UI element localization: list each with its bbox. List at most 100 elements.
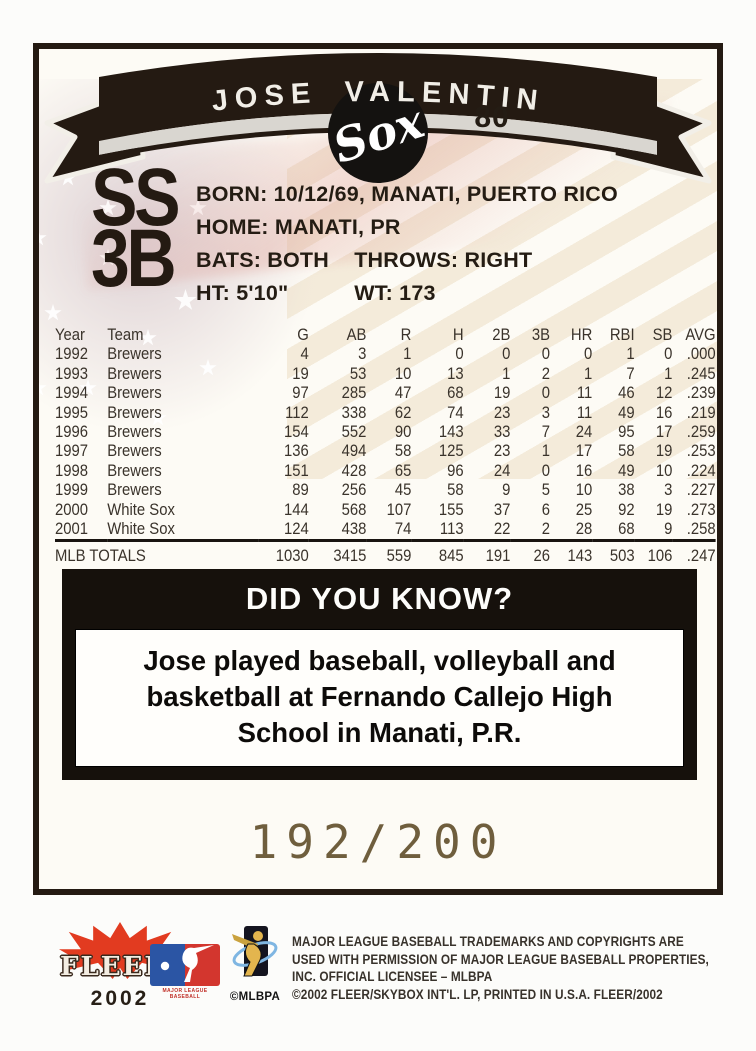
stat-cell: 92 xyxy=(618,500,635,519)
mlbpa-batter-icon xyxy=(232,926,278,977)
stat-cell: 49 xyxy=(618,461,635,480)
stat-cell: 3 xyxy=(664,481,673,500)
totals-cell: 106 xyxy=(634,539,673,567)
stat-cell: 1 xyxy=(626,345,635,364)
stat-cell: 90 xyxy=(394,423,412,442)
stat-cell: 1 xyxy=(502,364,511,383)
stat-cell: 0 xyxy=(502,345,511,364)
stat-cell: 1996 xyxy=(55,423,89,442)
stat-cell: 1997 xyxy=(55,442,89,461)
stat-row: 1997 Brewers 136 494 58 125 23 1 17 58 19 .253 xyxy=(55,442,716,461)
stat-cell: 23 xyxy=(493,403,511,422)
position-block: SS 3B xyxy=(91,157,202,300)
stat-cell: Brewers xyxy=(107,364,162,383)
stat-cell: 13 xyxy=(447,364,464,383)
stat-cell: 1998 xyxy=(55,461,89,480)
stat-cell: .245 xyxy=(686,364,716,383)
stat-column-header: Team xyxy=(107,326,144,344)
stat-cell: 428 xyxy=(341,461,367,480)
totals-cell: 3415 xyxy=(308,539,367,567)
bio-home: HOME: MANATI, PR xyxy=(196,215,401,239)
stat-cell: .259 xyxy=(686,423,716,442)
did-you-know-title: DID YOU KNOW? xyxy=(245,581,514,616)
stat-cell: 112 xyxy=(285,403,309,422)
fact-line: basketball at Fernando Callejo High xyxy=(146,681,613,712)
stats-section: Year Team G AB R H 2B 3B HR RBI SB AVG 1992 Brewers 4 3… xyxy=(55,326,716,567)
stat-cell: 256 xyxy=(341,481,367,500)
stat-cell: 58 xyxy=(394,442,412,461)
stat-cell: 0 xyxy=(541,345,550,364)
stat-cell: White Sox xyxy=(107,500,175,519)
stat-cell: 68 xyxy=(618,520,635,539)
stat-cell: 2000 xyxy=(55,500,89,519)
mlb-caption: MAJOR LEAGUE BASEBALL xyxy=(162,988,208,1000)
stat-cell: 24 xyxy=(493,461,511,480)
stat-cell: Brewers xyxy=(107,442,162,461)
stat-column-header: RBI xyxy=(609,326,635,344)
stat-cell: Brewers xyxy=(107,461,162,480)
ribbon-band-edge xyxy=(99,127,657,160)
stat-cell: 33 xyxy=(493,423,511,442)
stat-cell: 7 xyxy=(626,364,635,383)
stat-cell: 68 xyxy=(447,384,464,403)
stat-cell: 4 xyxy=(300,345,309,364)
totals-cell: 26 xyxy=(510,539,550,567)
ribbon-silver-band xyxy=(99,113,657,155)
totals-cell: 503 xyxy=(592,539,635,567)
serial-number: 192/200 xyxy=(249,815,507,869)
stat-cell: 438 xyxy=(341,520,367,539)
stat-cell: 2001 xyxy=(55,520,89,539)
stat-cell: .253 xyxy=(686,442,716,461)
stat-cell: 568 xyxy=(341,500,367,519)
stat-column-header: Year xyxy=(55,326,86,344)
stat-cell: Brewers xyxy=(107,345,162,364)
bio-throws: THROWS: RIGHT xyxy=(354,248,533,272)
stat-cell: 125 xyxy=(438,442,464,461)
stat-cell: 1999 xyxy=(55,481,89,500)
stat-cell: .000 xyxy=(686,345,716,364)
stat-cell: Brewers xyxy=(107,403,162,422)
flag-star-decoration xyxy=(174,289,197,310)
stat-cell: .224 xyxy=(686,461,716,480)
stat-cell: 3 xyxy=(541,403,550,422)
stat-row: 1998 Brewers 151 428 65 96 24 0 16 49 10 .224 xyxy=(55,462,716,481)
stat-column-header: SB xyxy=(652,326,673,344)
stat-cell: .258 xyxy=(686,520,716,539)
stat-cell: 47 xyxy=(394,384,412,403)
stat-cell: 0 xyxy=(541,461,550,480)
stat-cell: 1994 xyxy=(55,384,89,403)
bio-ht-wt: HT: 5'10" WT: 173 xyxy=(196,277,618,310)
stat-cell: 6 xyxy=(541,500,550,519)
stat-cell: .227 xyxy=(686,481,716,500)
flag-star-decoration xyxy=(39,229,47,246)
white-sox-logo-circle xyxy=(328,83,428,183)
stat-cell: 49 xyxy=(618,403,635,422)
stat-cell: 23 xyxy=(493,442,511,461)
stat-column-header: AB xyxy=(346,326,367,344)
copyright-line: INC. OFFICIAL LICENSEE – MLBPA xyxy=(292,969,493,985)
stat-column-header: HR xyxy=(570,326,593,344)
stat-column-header: 3B xyxy=(531,326,550,344)
totals-cell: 143 xyxy=(550,539,593,567)
stat-cell: 9 xyxy=(502,481,511,500)
did-you-know-box: DID YOU KNOW? Jose played baseball, voll… xyxy=(62,569,697,780)
stat-cell: 1 xyxy=(664,364,673,383)
stat-cell: 53 xyxy=(349,364,367,383)
stat-row: 1992 Brewers 4 3 1 0 0 0 0 1 0 .000 xyxy=(55,345,716,364)
stat-cell: Brewers xyxy=(107,481,162,500)
stat-cell: 11 xyxy=(576,403,593,422)
stat-row: 1995 Brewers 112 338 62 74 23 3 11 49 16 .219 xyxy=(55,404,716,423)
stat-row: 1994 Brewers 97 285 47 68 19 0 11 46 12 .239 xyxy=(55,384,716,403)
stat-cell: 1995 xyxy=(55,403,89,422)
stat-cell: 1 xyxy=(584,364,593,383)
stat-cell: 22 xyxy=(493,520,511,539)
stats-table: Year Team G AB R H 2B 3B HR RBI SB AVG 1992 Brewers 4 3… xyxy=(55,326,716,567)
copyright-line: MAJOR LEAGUE BASEBALL TRADEMARKS AND COP… xyxy=(292,934,684,949)
totals-cell: .247 xyxy=(672,539,716,567)
bio-bats-throws: BATS: BOTH THROWS: RIGHT xyxy=(196,244,618,277)
stat-cell: 136 xyxy=(284,442,309,461)
stat-cell: 38 xyxy=(618,481,635,500)
stat-cell: 0 xyxy=(584,345,593,364)
flag-star-decoration xyxy=(44,304,62,321)
